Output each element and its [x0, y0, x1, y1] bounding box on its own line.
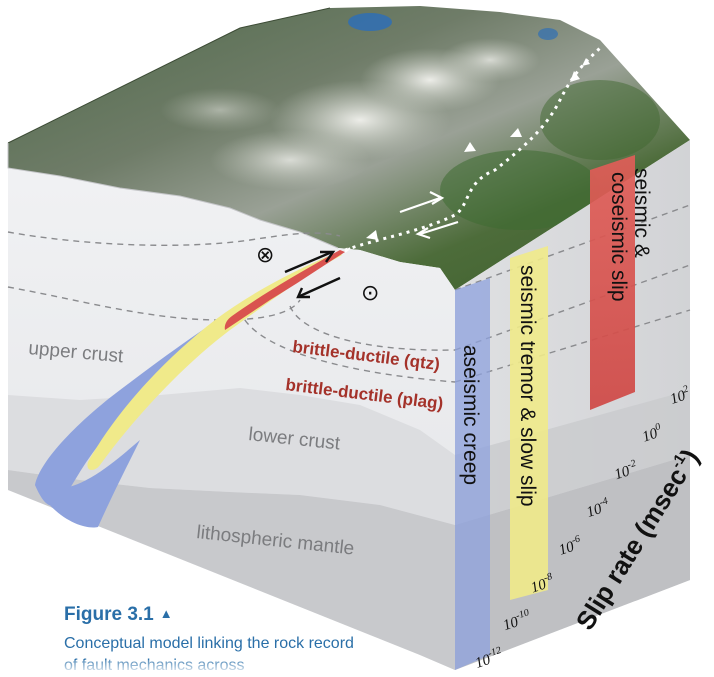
- aseismic-creep-column: [455, 278, 490, 670]
- axis-tick-label: 10-2: [612, 458, 640, 483]
- tremor-slow-slip-label: seismic tremor & slow slip: [516, 265, 539, 507]
- aseismic-creep-label: aseismic creep: [459, 345, 482, 485]
- surface-slip-arrows: [399, 191, 459, 240]
- figure-caption-title: Figure 3.1 ▲: [64, 604, 173, 626]
- tremor-slow-slip-column: [510, 246, 548, 600]
- slip-mode-columns: [455, 155, 635, 670]
- into-page-symbol: ⊗: [256, 243, 274, 268]
- caption-fade-overlay: [60, 660, 380, 675]
- axis-tick-label: 10-10: [500, 607, 533, 634]
- axis-tick-label: 100: [639, 421, 664, 445]
- axis-tick-label: 10-4: [584, 496, 612, 521]
- seismic-zone: [224, 250, 345, 330]
- seismic-slip-column: [590, 155, 635, 410]
- axis-tick-label: 10-8: [528, 571, 556, 596]
- figure-number: Figure 3.1: [64, 604, 154, 625]
- face-slip-arrows: [284, 250, 341, 299]
- axis-tick-label: 102: [667, 384, 692, 408]
- aseismic-zone: [35, 252, 345, 506]
- axis-tick-label: 10-6: [556, 533, 584, 558]
- dashed-layer-lines: [7, 204, 691, 383]
- triangle-up-icon[interactable]: ▲: [159, 606, 173, 621]
- fault-trace: [344, 46, 602, 252]
- terrain-surface: [7, 6, 690, 290]
- seismic-label-line2: coseismic slip: [607, 172, 630, 302]
- fault-zone: [35, 247, 351, 528]
- axis-tick-label: 10-12: [472, 645, 505, 672]
- seismic-label-line1: seismic &: [630, 168, 653, 258]
- out-of-page-symbol: ⊙: [361, 281, 379, 306]
